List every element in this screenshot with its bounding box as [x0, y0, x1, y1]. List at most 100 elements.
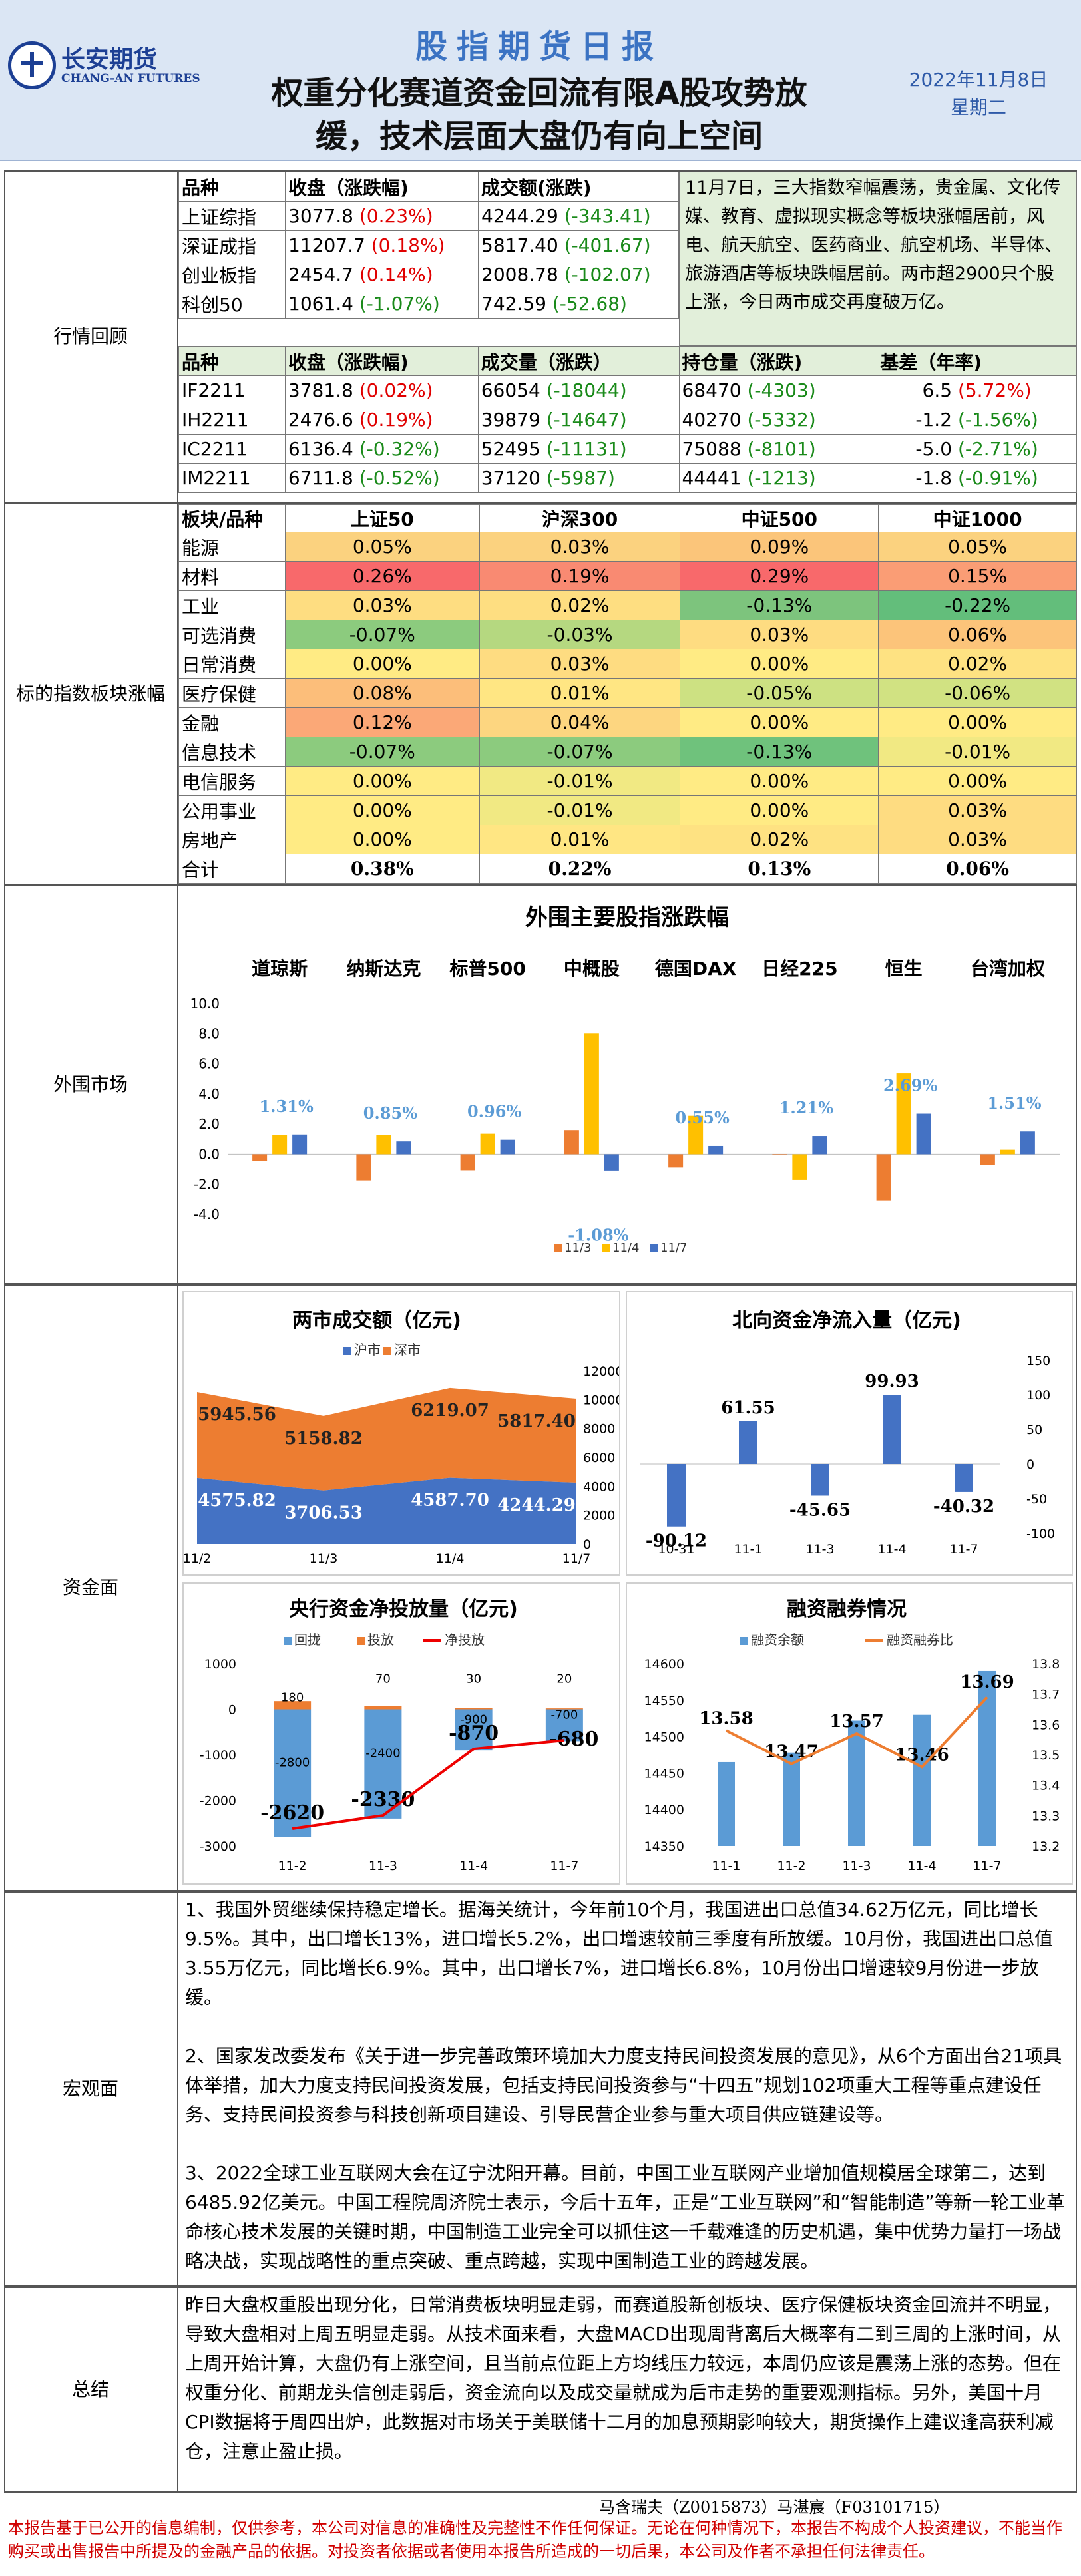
- futures-basis-change: (-1.56%): [957, 409, 1038, 431]
- y-tick-label: 4000: [583, 1479, 615, 1494]
- bar-11-4: [688, 1115, 704, 1155]
- y-tick-label: -100: [1026, 1527, 1055, 1541]
- y-tick-label: 0: [1026, 1457, 1034, 1472]
- sector-value: 0.00%: [878, 766, 1077, 796]
- line-net: [292, 1739, 565, 1830]
- futures-basis-change: (5.72%): [957, 379, 1032, 401]
- index-name: 深证成指: [178, 230, 286, 260]
- futures-header-2: 成交量（涨跌）: [477, 346, 680, 376]
- data-label: 0.55%: [675, 1108, 729, 1127]
- data-label: -45.65: [789, 1500, 851, 1520]
- index-close: 3077.8 (0.23%): [285, 201, 479, 231]
- sector-name: 医疗保健: [178, 678, 286, 708]
- x-tick-label: 11-4: [877, 1542, 906, 1557]
- sector-total: 0.06%: [878, 854, 1077, 884]
- sector-total: 0.13%: [680, 854, 879, 884]
- sector-name: 电信服务: [178, 766, 286, 796]
- sector-row: 电信服务 0.00% -0.01% 0.00% 0.00%: [178, 766, 1077, 796]
- index-amount-change: (-401.67): [564, 234, 651, 256]
- category-label: 恒生: [885, 958, 923, 980]
- bar-11-7: [396, 1141, 411, 1155]
- sector-name: 能源: [178, 532, 286, 562]
- sector-value: 0.05%: [284, 532, 480, 562]
- legend-balance: 融资余额: [751, 1632, 804, 1648]
- futures-oi-value: 75088: [682, 438, 748, 460]
- index-header-row: 品种 收盘（涨跌幅) 成交额(涨跌): [178, 172, 679, 202]
- sector-value: 0.19%: [479, 561, 681, 591]
- bar: [955, 1464, 973, 1492]
- summary-text: 昨日大盘权重股出现分化，日常消费板块明显走弱，而赛道股新创板块、医疗保健板块资金…: [185, 2294, 1062, 2462]
- bar-11-4: [896, 1073, 911, 1155]
- capital-section: [4, 1284, 1077, 1891]
- futures-close: 6711.8 (-0.52%): [284, 463, 479, 493]
- data-label: 1.31%: [259, 1097, 313, 1116]
- legend-11-7-swatch: [650, 1244, 658, 1252]
- futures-volume-change: (-5987): [546, 467, 615, 489]
- report-weekday: 星期二: [950, 96, 1006, 118]
- futures-basis-change: (-0.91%): [957, 467, 1038, 489]
- section-label-capital: 资金面: [4, 1284, 178, 1891]
- sector-row: 可选消费 -0.07% -0.03% 0.03% 0.06%: [178, 620, 1077, 649]
- y-tick-label: -2.0: [194, 1177, 220, 1193]
- sector-value: 0.00%: [680, 649, 879, 679]
- futures-basis: -5.0 (-2.71%): [877, 434, 1077, 464]
- legend-ratio: 融资融券比: [887, 1632, 953, 1648]
- futures-oi-change: (-1213): [747, 467, 816, 489]
- sector-value: 0.00%: [680, 766, 879, 796]
- data-label-ratio: 13.69: [960, 1672, 1014, 1692]
- bar-withdraw: [545, 1709, 583, 1742]
- sector-value: 0.03%: [878, 795, 1077, 825]
- y-tick-label: 10000: [583, 1393, 620, 1407]
- y-tick-label-left: 14350: [644, 1839, 684, 1854]
- data-label-sz: 5817.40: [497, 1411, 576, 1431]
- sector-name: 房地产: [178, 825, 286, 854]
- headline-line-2: 缓，技术层面大盘仍有向上空间: [315, 118, 763, 155]
- data-label-inject: 30: [466, 1672, 481, 1686]
- sector-value: -0.05%: [680, 678, 879, 708]
- futures-name: IF2211: [178, 375, 286, 405]
- area-sh: [197, 1477, 576, 1544]
- legend-net: 净投放: [445, 1632, 485, 1648]
- y-tick-label: 100: [1026, 1388, 1050, 1403]
- section-label-sector: 标的指数板块涨幅: [4, 503, 178, 885]
- y-tick-label: 6000: [583, 1451, 615, 1465]
- bar-11-7: [500, 1139, 515, 1155]
- y-tick-label-left: 14550: [644, 1694, 684, 1708]
- sector-value: 0.03%: [680, 620, 879, 649]
- logo-icon: [8, 41, 56, 89]
- index-name: 上证综指: [178, 201, 286, 231]
- bar-balance: [783, 1752, 800, 1846]
- bar-11-3: [668, 1154, 684, 1168]
- sector-row: 公用事业 0.00% -0.01% 0.00% 0.03%: [178, 795, 1077, 825]
- y-tick-label-left: 14500: [644, 1730, 684, 1745]
- index-amount-value: 742.59: [481, 293, 552, 315]
- futures-close-change: (0.19%): [359, 409, 433, 431]
- y-tick-label-right: 13.8: [1032, 1657, 1060, 1672]
- y-tick-label-right: 13.7: [1032, 1688, 1060, 1702]
- data-label: 1.21%: [779, 1098, 833, 1117]
- sector-value: 0.02%: [479, 590, 681, 620]
- futures-volume-value: 66054: [481, 379, 546, 401]
- bar-11-7: [812, 1136, 827, 1155]
- y-tick-label: 8000: [583, 1422, 615, 1437]
- futures-header-3: 持仓量（涨跌): [678, 346, 878, 376]
- foreign-section: [4, 885, 1077, 1284]
- bar: [667, 1464, 686, 1527]
- chart-title: 融资融券情况: [787, 1598, 907, 1621]
- sector-value: -0.03%: [479, 620, 681, 649]
- bar-balance: [978, 1670, 996, 1846]
- y-tick-label: 2000: [583, 1509, 615, 1523]
- sector-total-row: 合计 0.38% 0.22% 0.13% 0.06%: [178, 854, 1077, 884]
- sector-row: 房地产 0.00% 0.01% 0.02% 0.03%: [178, 825, 1077, 854]
- x-tick-label: 11/2: [183, 1551, 212, 1566]
- category-label: 标普500: [449, 958, 525, 980]
- data-label-inject: 20: [556, 1672, 572, 1686]
- futures-volume: 66054 (-18044): [477, 375, 680, 405]
- bar-11-3: [356, 1154, 371, 1181]
- sector-value: 0.00%: [284, 649, 480, 679]
- sector-value: 0.04%: [479, 707, 681, 737]
- data-label: 1.51%: [987, 1093, 1041, 1113]
- futures-close: 6136.4 (-0.32%): [284, 434, 479, 464]
- index-amount-value: 2008.78: [481, 264, 564, 285]
- category-label: 道琼斯: [252, 958, 308, 980]
